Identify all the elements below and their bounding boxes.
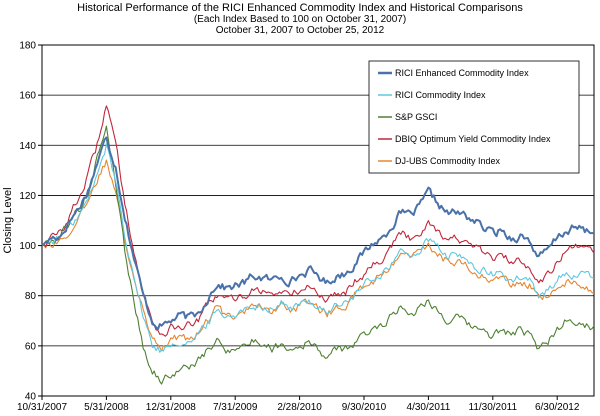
- x-tick-label-7: 11/30/2011: [469, 402, 518, 413]
- chart-subtitle-2: October 31, 2007 to October 25, 2012: [215, 25, 385, 36]
- y-tick-label-80: 80: [25, 291, 37, 302]
- chart-title: Historical Performance of the RICI Enhan…: [77, 2, 523, 14]
- legend-box: [368, 60, 580, 174]
- chart-subtitle-1: (Each Index Based to 100 on October 31, …: [193, 14, 407, 25]
- x-tick-label-1: 5/31/2008: [84, 402, 129, 413]
- x-tick-label-4: 2/28/2010: [277, 402, 322, 413]
- y-tick-label-180: 180: [19, 41, 36, 52]
- x-tick-label-2: 12/31/2008: [146, 402, 196, 413]
- y-tick-label-160: 160: [19, 91, 36, 102]
- series-line-rici-commodity-index: [41, 143, 595, 353]
- x-tick-label-5: 9/30/2010: [342, 402, 387, 413]
- y-tick-label-60: 60: [25, 341, 37, 352]
- y-tick-label-100: 100: [19, 241, 36, 252]
- legend-label-s-p-gsci: S&P GSCI: [395, 112, 437, 122]
- y-axis-label: Closing Level: [2, 187, 14, 253]
- chart-titles: Historical Performance of the RICI Enhan…: [0, 2, 600, 36]
- y-tick-label-140: 140: [19, 141, 36, 152]
- legend-label-rici-commodity-index: RICI Commodity Index: [395, 90, 486, 100]
- x-tick-label-3: 7/31/2009: [213, 402, 258, 413]
- x-tick-label-8: 6/30/2012: [535, 402, 580, 413]
- x-tick-label-0: 10/31/2007: [17, 402, 67, 413]
- series-line-rici-enhanced-commodity-index: [41, 136, 595, 331]
- series-line-dbiq-optimum-yield-commodity-index: [41, 105, 595, 337]
- x-tick-label-6: 4/30/2011: [407, 402, 451, 413]
- legend-label-dj-ubs-commodity-index: DJ-UBS Commodity Index: [395, 156, 501, 166]
- legend-label-rici-enhanced-commodity-index: RICI Enhanced Commodity Index: [395, 68, 529, 78]
- y-tick-label-120: 120: [19, 191, 36, 202]
- legend-label-dbiq-optimum-yield-commodity-index: DBIQ Optimum Yield Commodity Index: [395, 134, 551, 144]
- series-line-s-p-gsci: [41, 125, 595, 385]
- y-tick-label-40: 40: [25, 392, 37, 403]
